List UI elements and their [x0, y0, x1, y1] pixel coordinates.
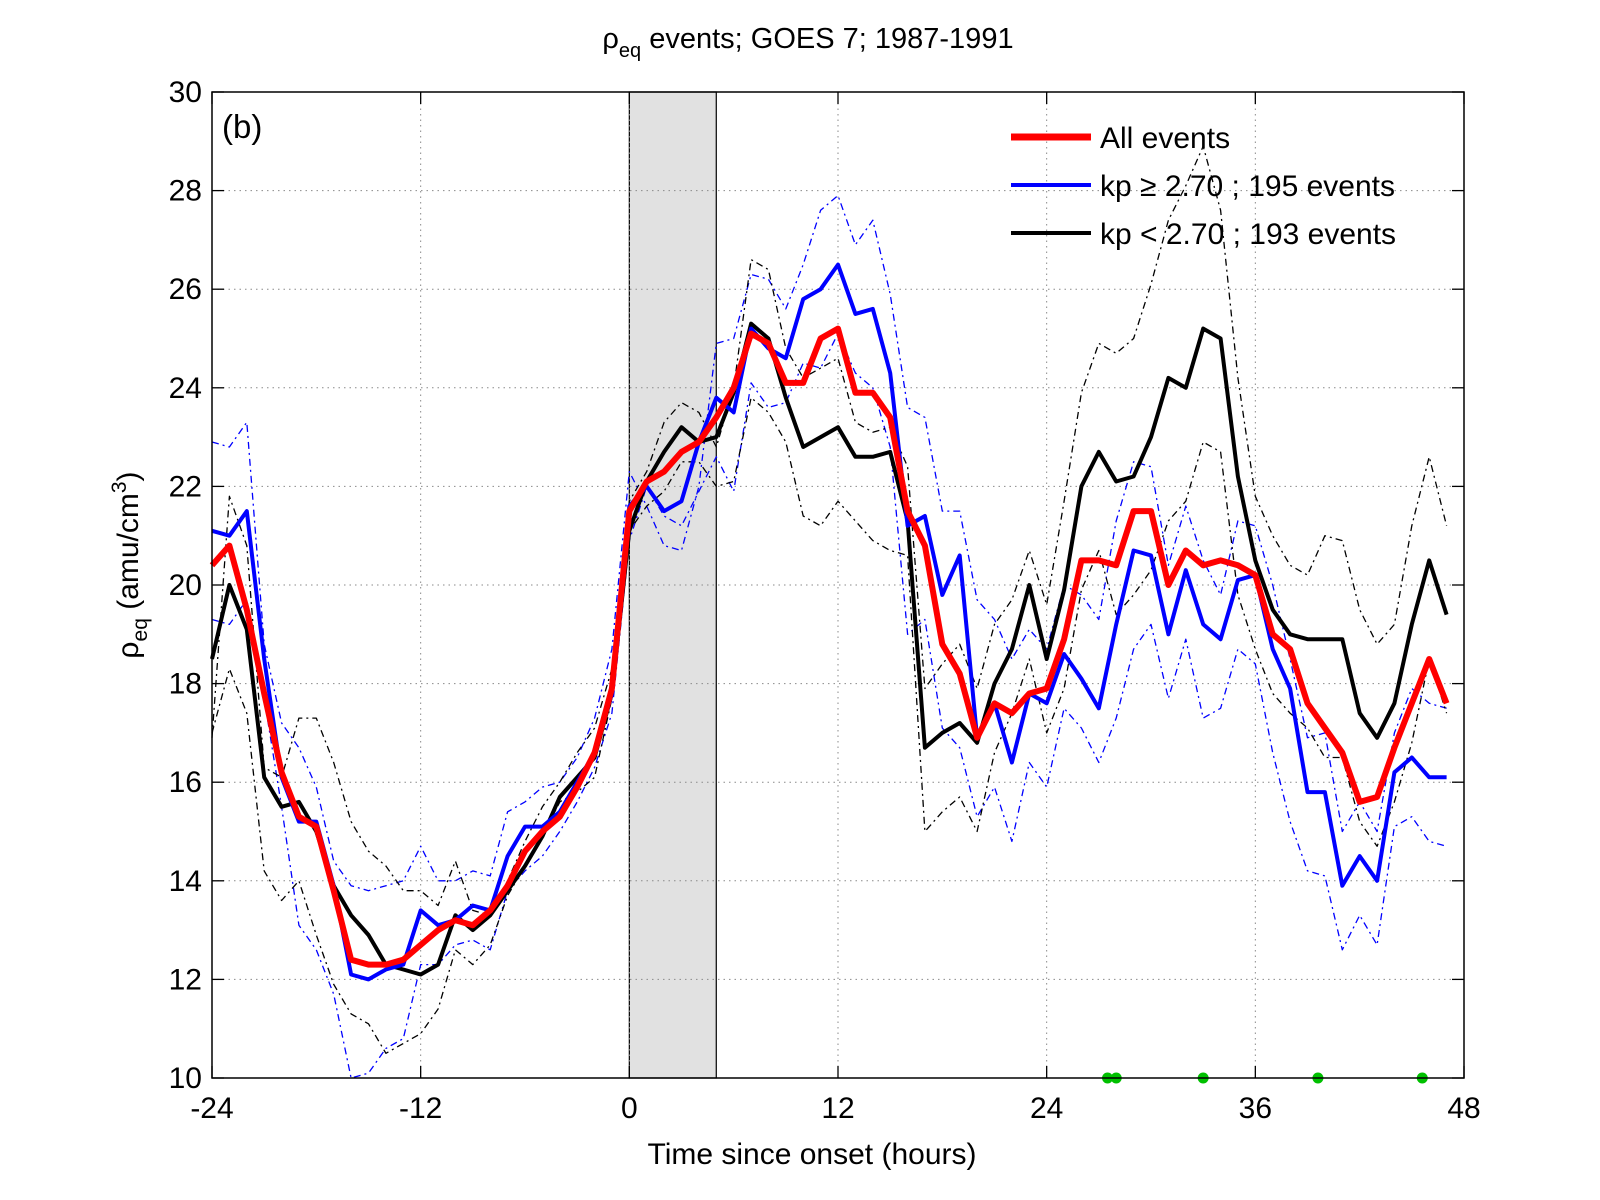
panel-label: (b) — [222, 108, 262, 145]
ylabel-subscript: eq — [129, 618, 152, 641]
x-tick-label: 0 — [621, 1092, 638, 1125]
y-tick-label: 30 — [169, 76, 202, 109]
title-subscript: eq — [619, 40, 641, 62]
x-axis-label-group: Time since onset (hours) — [647, 1138, 976, 1171]
legend: All events kp ≥ 2.70 ; 195 events kp < 2.7… — [1011, 122, 1396, 251]
ylabel-superscript: 3 — [108, 481, 131, 493]
series-line-3 — [210, 321, 1449, 977]
y-tick-label: 20 — [169, 569, 202, 602]
title-text: events; GOES 7; 1987-1991 — [641, 23, 1013, 55]
x-tick-label: -24 — [190, 1092, 233, 1125]
y-tick-label: 16 — [169, 766, 202, 799]
x-tick-label: 48 — [1447, 1092, 1480, 1125]
ylabel-unit-close: ) — [112, 471, 145, 481]
x-tick-label: 24 — [1030, 1092, 1063, 1125]
legend-label-1: All events — [1100, 122, 1230, 155]
title-rho: ρ — [602, 23, 619, 55]
x-tick-label: -12 — [399, 1092, 442, 1125]
series-line-1 — [209, 325, 1450, 968]
y-tick-label: 14 — [169, 865, 202, 898]
y-tick-label: 18 — [169, 668, 202, 701]
ylabel-unit: (amu/cm — [112, 493, 145, 618]
y-tick-label: 26 — [169, 273, 202, 306]
y-tick-label: 10 — [169, 1062, 202, 1095]
chart-title: ρeq events; GOES 7; 1987-1991 — [602, 23, 1013, 62]
bound-line-3 — [211, 145, 1448, 916]
x-axis-label: Time since onset (hours) — [647, 1138, 976, 1171]
plot-area: -24 -12 0 12 24 36 48 10 12 14 16 18 20 22 24 26 28 30 — [169, 76, 1481, 1125]
legend-label-2: kp ≥ 2.70 ; 195 events — [1100, 170, 1395, 203]
y-axis-label: ρeq (amu/cm3) — [108, 471, 152, 658]
x-tick-label: 12 — [821, 1092, 854, 1125]
y-tick-label: 28 — [169, 175, 202, 208]
bound-line-2 — [211, 332, 1447, 1079]
legend-label-3: kp < 2.70 ; 193 events — [1100, 218, 1396, 251]
y-tick-label: 24 — [169, 372, 202, 405]
y-tick-label: 22 — [169, 470, 202, 503]
bound-line-1 — [211, 194, 1447, 892]
bound-line-4 — [211, 397, 1448, 1054]
x-tick-label: 36 — [1239, 1092, 1272, 1125]
ylabel-rho: ρ — [112, 641, 145, 658]
y-tick-label: 12 — [169, 963, 202, 996]
series-line-2 — [211, 262, 1447, 982]
